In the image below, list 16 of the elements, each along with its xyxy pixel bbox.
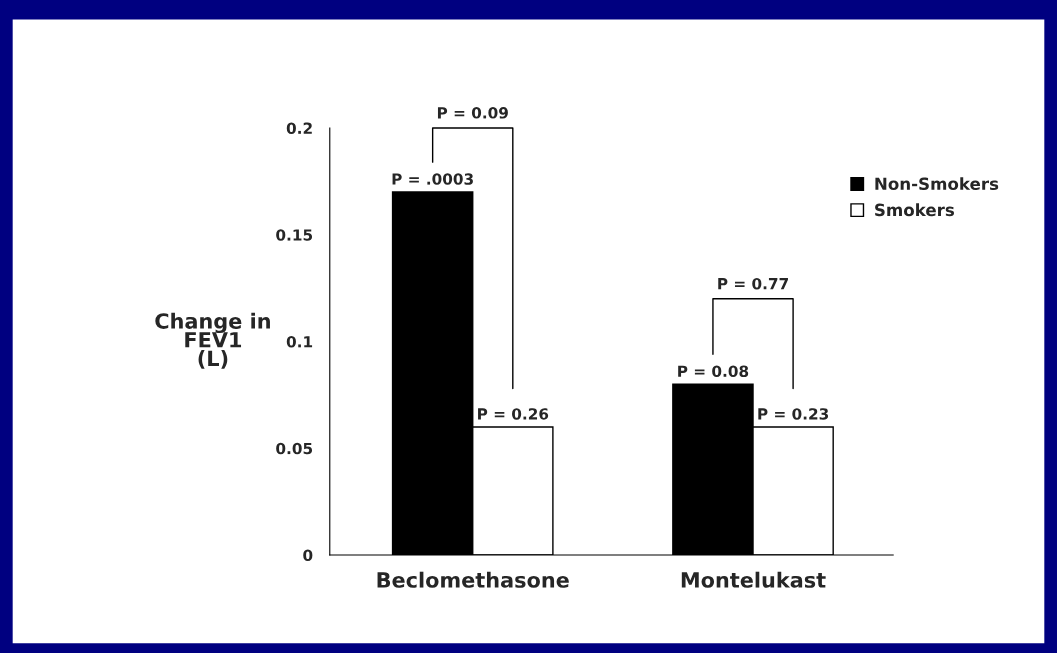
text: P = .0003 [392, 173, 473, 185]
y-tick-label: 0.05 [276, 442, 313, 455]
text: P = 0.26 [478, 408, 549, 420]
annotation: P = 0.77 [718, 277, 788, 290]
legend-label: Smokers [875, 203, 955, 217]
y-tick-label: 0.2 [286, 122, 312, 135]
text: P = 0.23 [758, 408, 829, 420]
y-tick-label: 0.15 [276, 229, 313, 241]
x-tick-label: Beclomethasone [377, 571, 569, 588]
text: P = 0.09 [437, 107, 508, 119]
y-axis-title: Change in FEV1 (L) [155, 312, 270, 369]
y-tick-label: 0 [303, 549, 313, 562]
legend-label: Non-Smokers [875, 177, 999, 191]
text: P = 0.08 [678, 365, 749, 377]
x-tick-label: Montelukast [681, 571, 826, 588]
y-tick-label: 0.1 [286, 335, 313, 348]
